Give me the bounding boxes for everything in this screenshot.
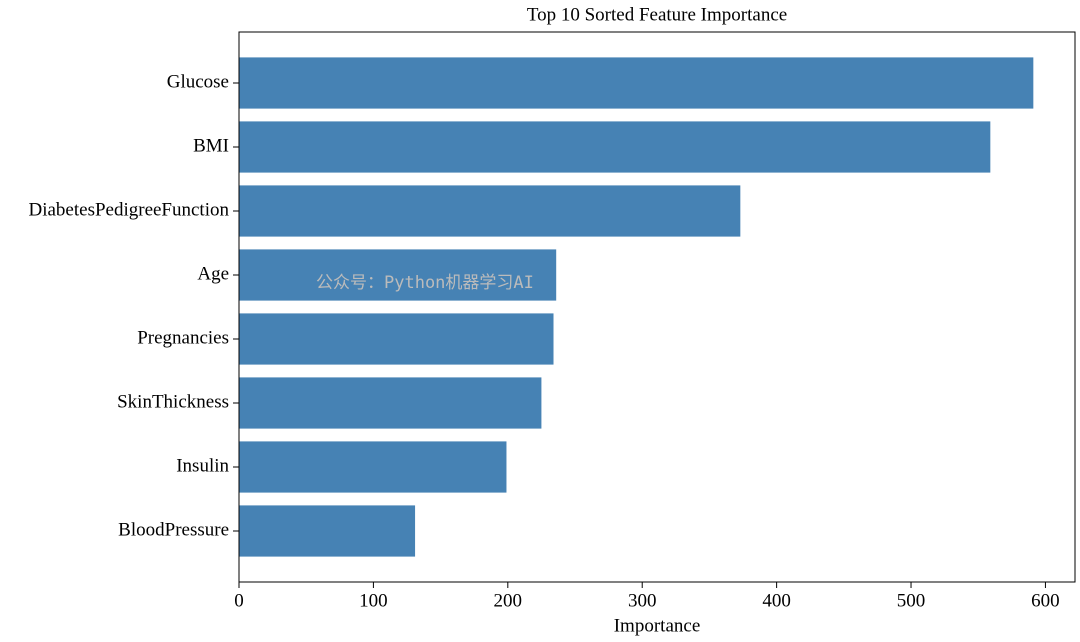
y-tick-label: DiabetesPedigreeFunction — [28, 199, 229, 220]
y-tick-label: BloodPressure — [118, 519, 229, 540]
x-tick-label: 500 — [897, 590, 926, 611]
chart-title: Top 10 Sorted Feature Importance — [527, 4, 787, 25]
y-tick-label: Pregnancies — [137, 327, 229, 348]
bar — [239, 313, 554, 365]
bar — [239, 441, 507, 493]
bar — [239, 505, 416, 557]
bar — [239, 377, 542, 429]
watermark: 公众号：Python机器学习AI — [316, 273, 534, 293]
y-tick-label: SkinThickness — [117, 391, 229, 412]
x-tick-label: 0 — [234, 590, 244, 611]
x-tick-label: 300 — [628, 590, 657, 611]
y-tick-label: Glucose — [167, 71, 229, 92]
bar — [239, 249, 557, 301]
plot-frame — [238, 31, 1076, 583]
y-tick-label: Age — [197, 263, 229, 284]
x-axis-label: Importance — [614, 615, 701, 636]
x-tick-label: 400 — [762, 590, 791, 611]
x-tick-label: 600 — [1031, 590, 1060, 611]
x-tick-label: 200 — [494, 590, 523, 611]
y-tick-label: BMI — [193, 135, 229, 156]
bar — [239, 57, 1034, 109]
y-tick-label: Insulin — [176, 455, 229, 476]
bar — [239, 121, 991, 173]
bar — [239, 185, 741, 237]
x-tick-label: 100 — [359, 590, 388, 611]
